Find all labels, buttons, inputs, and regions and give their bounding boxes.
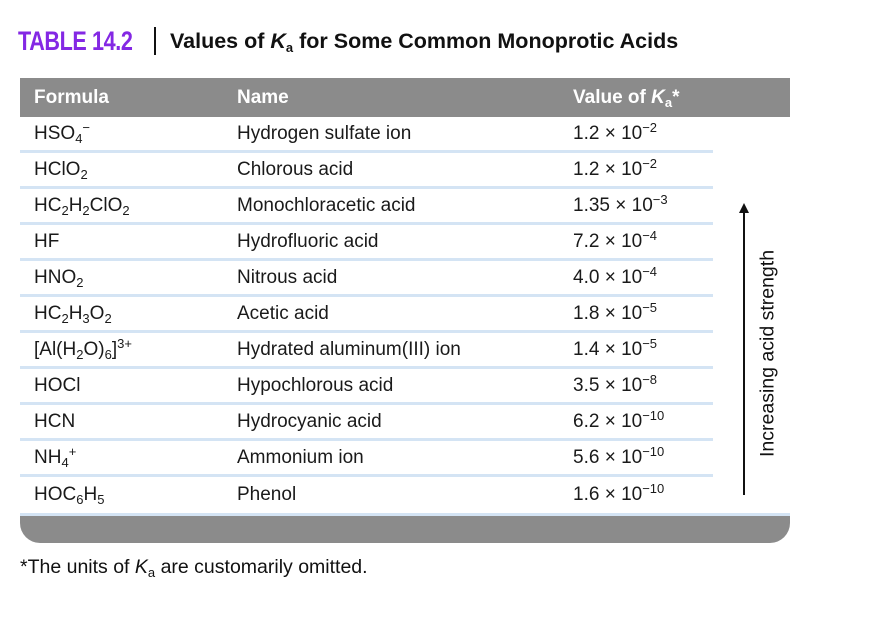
formula-cell: HOC6H5	[34, 484, 105, 507]
table-row: HClO2 Chlorous acid 1.2 × 10−2	[20, 153, 713, 189]
table-row: HF Hydrofluoric acid 7.2 × 10−4	[20, 225, 713, 261]
formula-cell: HC2H3O2	[34, 302, 112, 326]
name-cell: Chlorous acid	[237, 158, 354, 180]
name-cell: Hydrated aluminum(III) ion	[237, 338, 461, 360]
acid-strength-annotation: Increasing acid strength	[713, 117, 790, 513]
formula-cell: HCN	[34, 410, 76, 432]
value-cell: 4.0 × 10−4	[573, 263, 658, 288]
acid-strength-label: Increasing acid strength	[756, 249, 779, 458]
name-cell: Hydrofluoric acid	[237, 230, 379, 252]
name-cell: Phenol	[237, 484, 297, 505]
name-cell: Acetic acid	[237, 302, 329, 324]
table-row: HC2H2ClO2 Monochloracetic acid 1.35 × 10−3	[20, 189, 713, 225]
arrow-up-icon	[738, 203, 749, 213]
table-bottom-bar	[20, 513, 790, 543]
arrow-line	[743, 212, 745, 495]
value-cell: 1.2 × 10−2	[573, 155, 658, 180]
column-header-name: Name	[237, 86, 289, 108]
formula-cell: [Al(H2O)6]3+	[34, 335, 132, 362]
name-cell: Monochloracetic acid	[237, 194, 416, 216]
table-title-row: TABLE 14.2 Values of Ka for Some Common …	[18, 24, 868, 58]
value-cell: 5.6 × 10−10	[573, 443, 665, 468]
table-row: HNO2 Nitrous acid 4.0 × 10−4	[20, 261, 713, 297]
table-number-label: TABLE 14.2	[18, 25, 133, 56]
name-cell: Hydrocyanic acid	[237, 410, 382, 432]
value-cell: 1.35 × 10−3	[573, 191, 668, 216]
value-cell: 1.4 × 10−5	[573, 335, 658, 360]
name-cell: Nitrous acid	[237, 266, 338, 288]
formula-cell: HNO2	[34, 266, 84, 290]
name-cell: Hydrogen sulfate ion	[237, 122, 412, 144]
table-title: Values of Ka for Some Common Monoprotic …	[170, 28, 679, 55]
column-header-formula: Formula	[34, 86, 109, 108]
value-cell: 1.2 × 10−2	[573, 119, 658, 144]
table-row: [Al(H2O)6]3+ Hydrated aluminum(III) ion 1.…	[20, 333, 713, 369]
table-row: NH4+ Ammonium ion 5.6 × 10−10	[20, 441, 713, 477]
name-cell: Ammonium ion	[237, 446, 364, 468]
table-body: HSO4− Hydrogen sulfate ion 1.2 × 10−2 HClO2…	[20, 117, 713, 513]
name-cell: Hypochlorous acid	[237, 374, 394, 396]
formula-cell: NH4+	[34, 443, 77, 470]
ka-table: Formula Name Value of Ka* HSO4− Hydrogen …	[20, 78, 790, 543]
footnote: *The units of Ka are customarily omitted…	[20, 556, 368, 580]
formula-cell: HC2H2ClO2	[34, 194, 130, 218]
value-cell: 7.2 × 10−4	[573, 227, 658, 252]
value-cell: 3.5 × 10−8	[573, 371, 658, 396]
formula-cell: HF	[34, 230, 60, 252]
formula-cell: HSO4−	[34, 119, 91, 146]
table-row: HOC6H5 Phenol 1.6 × 10−10	[20, 477, 713, 513]
table-row: HSO4− Hydrogen sulfate ion 1.2 × 10−2	[20, 117, 713, 153]
value-cell: 6.2 × 10−10	[573, 407, 665, 432]
value-cell: 1.8 × 10−5	[573, 299, 658, 324]
table-row: HOCl Hypochlorous acid 3.5 × 10−8	[20, 369, 713, 405]
table-header-row: Formula Name Value of Ka*	[20, 78, 790, 117]
title-divider	[154, 27, 156, 55]
value-cell: 1.6 × 10−10	[573, 481, 665, 505]
formula-cell: HClO2	[34, 158, 88, 182]
table-row: HC2H3O2 Acetic acid 1.8 × 10−5	[20, 297, 713, 333]
formula-cell: HOCl	[34, 374, 81, 396]
column-header-value: Value of Ka*	[573, 86, 680, 110]
table-row: HCN Hydrocyanic acid 6.2 × 10−10	[20, 405, 713, 441]
